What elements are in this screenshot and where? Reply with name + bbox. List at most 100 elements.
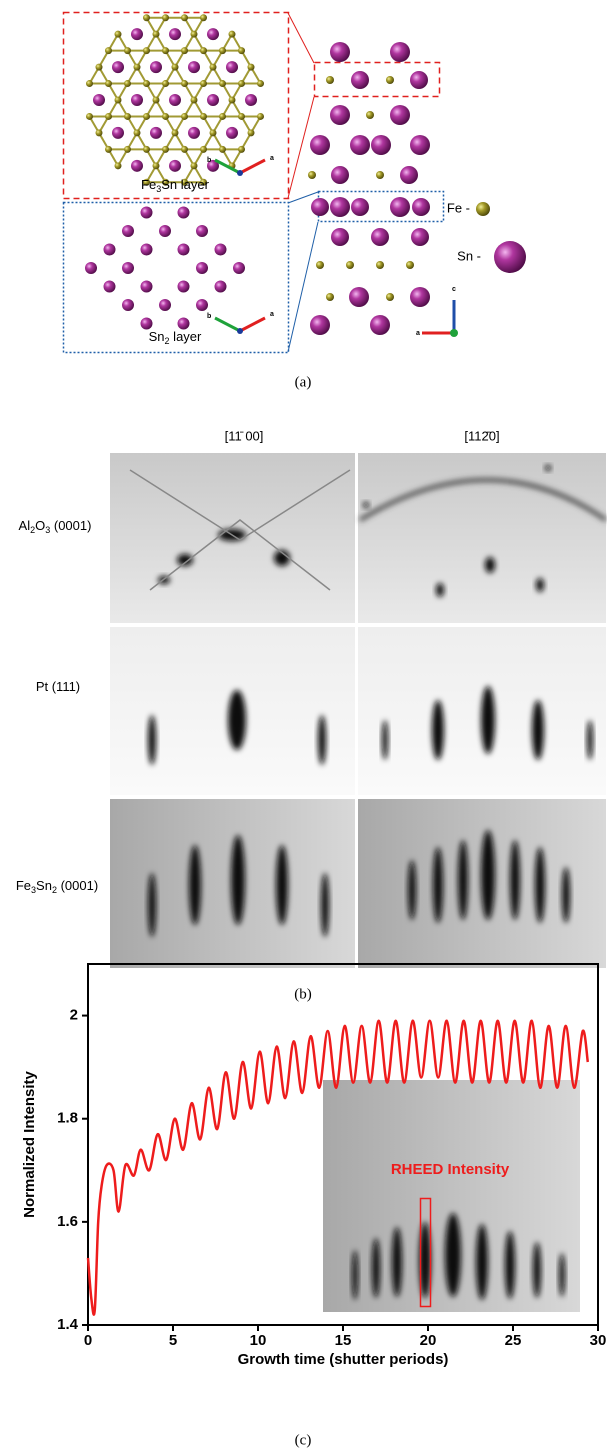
fe-atom [143,14,150,22]
fe-atom [257,80,264,88]
sn-atom [169,28,181,41]
y-tick-label: 1.6 [57,1213,78,1230]
fe-atom [200,80,207,88]
sn-atom [140,206,153,219]
fe-atom [219,145,226,153]
x-tick-label: 25 [505,1332,522,1349]
fe-atom [247,63,255,71]
sn-atom [207,28,219,41]
sn-atom [150,126,162,139]
fe-atom [209,129,217,137]
fe-atom [181,178,188,186]
sn-atom [351,198,369,216]
fe-atom [181,47,188,55]
label-part: Sn [36,878,52,893]
caption: (b) [294,986,312,1002]
sn-atom [350,135,370,155]
fe-atom [105,145,112,153]
x-tick-label: 5 [169,1332,177,1349]
column-header: [11̄ 00] [225,428,264,443]
legend-label: Fe - [447,200,470,215]
fe-atom [162,14,169,22]
x-tick-label: 15 [335,1332,352,1349]
diffraction-spot [392,1227,402,1297]
diffraction-spot [231,835,245,925]
sn-atom [169,94,181,106]
diffraction-spot [510,840,520,920]
sn-atom [103,280,116,293]
diffraction-spot [432,700,444,760]
sn-atom [226,61,238,74]
rheed-images [110,453,607,968]
fe-atom [181,112,188,120]
legend-label: Sn - [457,248,481,263]
caption: (c) [295,1432,312,1448]
sn-atom [330,197,350,217]
sn-atom [410,287,430,307]
roi-box [419,1197,432,1308]
diffraction-spot [535,847,545,923]
sn-atom [349,287,369,307]
diffraction-spot [445,1213,461,1297]
layer-box [313,61,441,98]
sn-atom [112,126,124,139]
fe-atom [86,80,93,88]
fe-atom [238,47,245,55]
sn-atom [140,317,153,330]
x-tick-label: 30 [590,1332,607,1349]
kagome-layer [86,14,264,186]
sn-atom [245,94,257,106]
fe-atom [143,178,150,186]
fe-atom [247,129,255,137]
diffraction-spot [419,1222,431,1298]
sn-atom [370,315,390,335]
fe-atom [124,145,131,153]
fe-atom [326,293,334,301]
panel-c: RHEED Intensity 0 5 10 15 20 25 30 1.4 1.6 1.8 2 Gro… [21,963,607,1368]
fe-atom [308,171,316,179]
fe-atom [95,63,103,71]
sn-atom [188,61,200,74]
layer-box [62,11,290,200]
fe-atom [190,162,198,170]
diffraction-spot [363,502,369,508]
label-part: 2 [52,885,57,895]
fe-atom [143,145,150,153]
diffraction-spot [562,867,570,923]
sn-atom [150,61,162,74]
axis-letter: c [452,286,456,293]
sn-atom [390,197,410,217]
fe-atom [219,80,226,88]
fe-atom [114,96,122,104]
sn-atom [196,225,208,237]
fe-atom [133,129,141,137]
sn-atom [122,299,134,311]
diffraction-spot [274,550,290,566]
fe-atom [238,112,245,120]
sn-atom [371,135,391,155]
sn-atom [207,94,219,106]
sn-atom [131,94,143,106]
connector [287,96,315,199]
y-tick-label: 1.8 [57,1110,78,1127]
x-axis-label: Growth time (shutter periods) [238,1351,449,1368]
label-part: layer [170,329,202,344]
label-part: 2 [30,525,35,535]
fe-atom [190,96,198,104]
sn-atom [177,243,190,256]
fe-atom [114,30,122,38]
label-part: 3 [156,184,161,194]
label-part: Pt (111) [36,679,80,694]
diffraction-spot [505,1231,515,1299]
sn-atom [233,262,245,274]
y-tick-label: 2 [70,1007,78,1024]
sn-atom [410,71,428,89]
fe-atom [238,145,245,153]
sn-atom [412,198,430,216]
fe-atom [406,261,414,269]
fe-atom [124,112,131,120]
sn-atom [159,225,171,237]
fe-atom [105,112,112,120]
